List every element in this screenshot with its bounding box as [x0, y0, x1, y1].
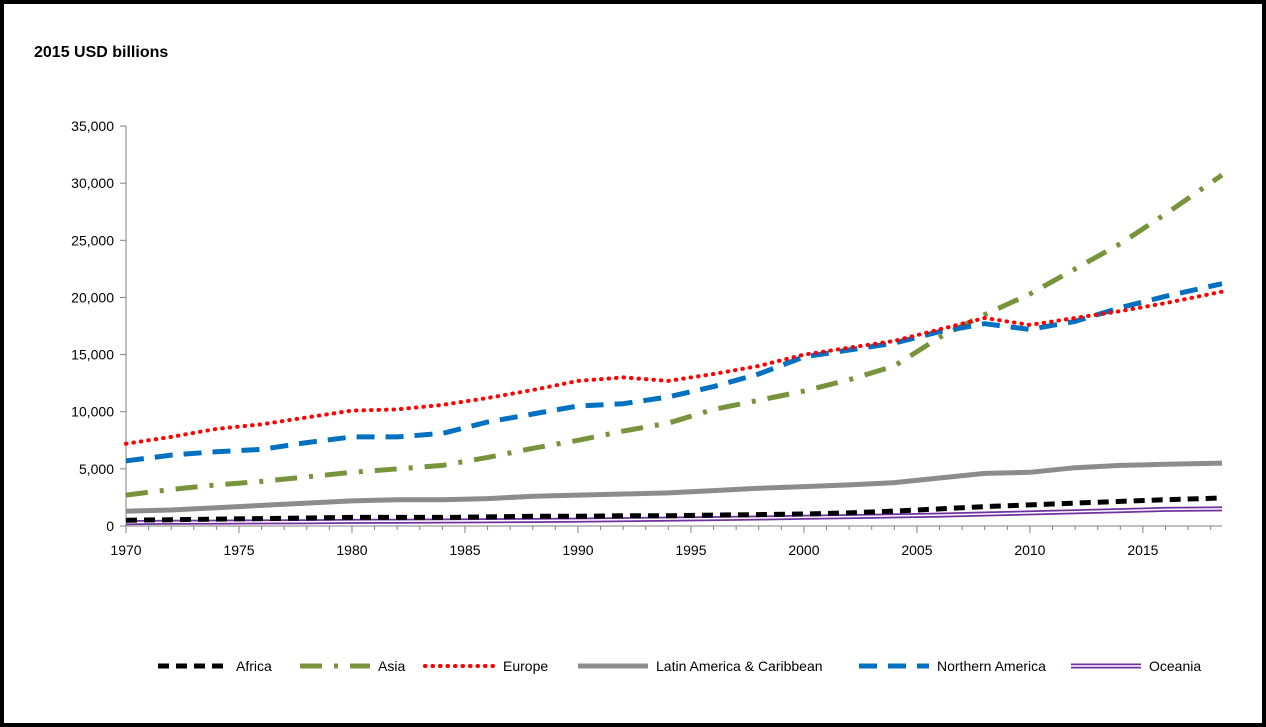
legend-label-europe: Europe [503, 658, 548, 674]
y-axis-unit-title: 2015 USD billions [34, 44, 169, 61]
y-tick-label: 20,000 [71, 289, 114, 305]
y-tick-label: 15,000 [71, 347, 114, 363]
series-lines [124, 173, 1224, 526]
series-line-inner-oceania [125, 508, 1223, 524]
series-line-europe [124, 289, 1224, 446]
legend: Africa Asia Europe Latin America & Caribbea… [158, 658, 1201, 674]
x-tick-label: 2000 [788, 542, 819, 558]
x-tick-label: 2005 [901, 542, 932, 558]
y-tick-label: 0 [106, 518, 114, 534]
x-tick-label: 1970 [110, 542, 141, 558]
x-tick-label: 1980 [336, 542, 367, 558]
legend-label-oceania: Oceania [1149, 658, 1201, 674]
series-line-asia [125, 173, 1224, 498]
y-tick-label: 10,000 [71, 404, 114, 420]
x-tick-label: 2015 [1127, 542, 1158, 558]
legend-label-asia: Asia [378, 658, 405, 674]
legend-label-northern-america: Northern America [937, 658, 1046, 674]
legend-label-latin-america-caribbean: Latin America & Caribbean [656, 658, 823, 674]
x-tick-label: 2010 [1014, 542, 1045, 558]
x-tick-label: 1975 [223, 542, 254, 558]
series-line-northern-america [125, 281, 1223, 464]
series-line-latin-america-caribbean [125, 460, 1223, 514]
x-tick-label: 1995 [675, 542, 706, 558]
y-tick-label: 30,000 [71, 175, 114, 191]
y-tick-label: 25,000 [71, 232, 114, 248]
legend-label-africa: Africa [236, 658, 272, 674]
y-tick-label: 35,000 [71, 118, 114, 134]
y-tick-label: 5,000 [79, 461, 114, 477]
x-tick-label: 1990 [562, 542, 593, 558]
x-tick-label: 1985 [449, 542, 480, 558]
series-line-africa [125, 495, 1223, 523]
axes: 0 5,000 10,000 15,000 20,000 25,000 30,000 35,0… [71, 118, 1222, 558]
